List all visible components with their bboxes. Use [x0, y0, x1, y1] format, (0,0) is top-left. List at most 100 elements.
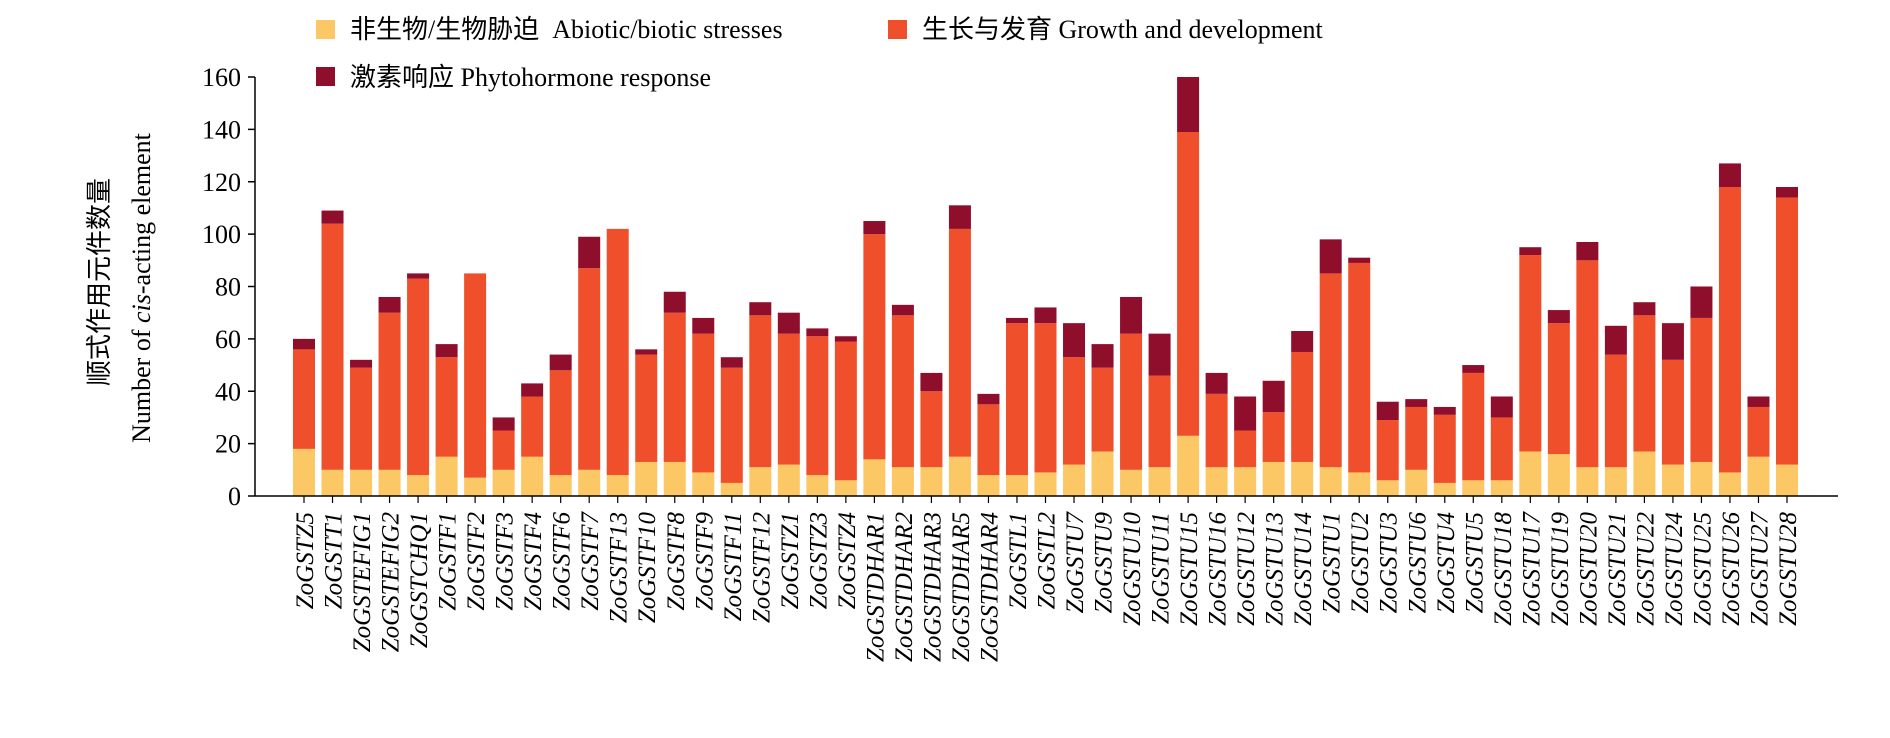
x-tick-label-ZoGSTF7: ZoGSTF7 [577, 511, 604, 611]
bar-stack-ZoGSTU16 [1205, 372, 1228, 496]
bar-stack-ZoGSTF10 [635, 349, 658, 496]
bar-growth-ZoGSTDHAR2 [891, 315, 914, 468]
bar-abiotic-ZoGSTF13 [606, 475, 629, 496]
legend-label-phytohormone: 激素响应 Phytohormone response [350, 63, 711, 92]
bar-growth-ZoGSTU13 [1262, 412, 1285, 462]
bar-stack-ZoGSTU13 [1262, 380, 1285, 496]
bar-abiotic-ZoGSTF11 [720, 482, 743, 496]
bar-abiotic-ZoGSTDHAR3 [920, 467, 943, 496]
y-tick-label: 120 [202, 168, 241, 197]
x-tick-label-ZoGSTU2: ZoGSTU2 [1347, 512, 1374, 613]
bar-growth-ZoGSTU18 [1490, 417, 1513, 481]
x-tick-label-ZoGSTCHQ1: ZoGSTCHQ1 [406, 512, 433, 648]
bar-abiotic-ZoGSTL1 [1005, 475, 1028, 496]
bar-phytohormone-ZoGSTU6 [1405, 399, 1428, 407]
bar-growth-ZoGSTU4 [1433, 414, 1456, 483]
x-tick-label-ZoGSTDHAR1: ZoGSTDHAR1 [862, 512, 889, 662]
bar-stack-ZoGSTU14 [1291, 331, 1314, 496]
y-tick-label: 160 [202, 63, 241, 92]
bar-stack-ZoGSTU5 [1462, 365, 1485, 496]
bar-abiotic-ZoGSTU13 [1262, 461, 1285, 496]
bar-growth-ZoGSTU22 [1633, 315, 1656, 452]
bar-growth-ZoGSTL2 [1034, 323, 1057, 473]
bar-growth-ZoGSTDHAR3 [920, 391, 943, 468]
x-tick-label-ZoGSTL2: ZoGSTL2 [1034, 512, 1061, 609]
bar-abiotic-ZoGSTU5 [1462, 480, 1485, 496]
x-tick-label-ZoGSTDHAR5: ZoGSTDHAR5 [948, 512, 975, 662]
bar-stack-ZoGSTU22 [1633, 302, 1656, 496]
y-tick-label: 20 [215, 430, 241, 459]
x-tick-label-ZoGSTEFIG1: ZoGSTEFIG1 [349, 512, 376, 652]
bar-abiotic-ZoGSTF1 [435, 456, 458, 496]
bar-stack-ZoGSTF8 [663, 291, 686, 496]
bar-stack-ZoGSTEFIG1 [350, 359, 373, 496]
bar-stack-ZoGSTDHAR2 [891, 304, 914, 496]
bar-phytohormone-ZoGSTCHQ1 [407, 273, 430, 279]
bar-stack-ZoGSTU24 [1661, 323, 1684, 496]
bar-phytohormone-ZoGSTU24 [1661, 323, 1684, 360]
bar-stack-ZoGSTU4 [1433, 406, 1456, 496]
bar-growth-ZoGSTU6 [1405, 406, 1428, 470]
x-tick-label-ZoGSTZ5: ZoGSTZ5 [292, 512, 319, 609]
x-axis: ZoGSTZ5 ZoGSTT1 ZoGSTEFIG1 ZoGSTEFIG2 ZoGSTC… [255, 495, 1838, 662]
bar-growth-ZoGSTDHAR5 [948, 228, 971, 457]
bar-abiotic-ZoGSTF6 [549, 475, 572, 496]
bar-stack-ZoGSTF3 [492, 417, 515, 496]
bar-growth-ZoGSTF12 [749, 315, 772, 468]
bar-abiotic-ZoGSTU17 [1519, 451, 1542, 496]
x-tick-label-ZoGSTU25: ZoGSTU25 [1689, 512, 1716, 626]
bar-growth-ZoGSTU1 [1319, 273, 1342, 468]
bar-stack-ZoGSTF4 [521, 383, 544, 496]
x-tick-label-ZoGSTF2: ZoGSTF2 [463, 512, 490, 611]
bar-growth-ZoGSTU5 [1462, 372, 1485, 481]
x-tick-label-ZoGSTU11: ZoGSTU11 [1148, 512, 1175, 624]
bar-phytohormone-ZoGSTZ5 [293, 338, 315, 350]
bar-abiotic-ZoGSTF4 [521, 456, 544, 496]
bar-abiotic-ZoGSTU9 [1091, 451, 1114, 496]
x-tick-label-ZoGSTF6: ZoGSTF6 [549, 512, 576, 611]
bar-abiotic-ZoGSTU11 [1148, 467, 1171, 496]
bar-stack-ZoGSTU27 [1747, 396, 1770, 496]
bar-phytohormone-ZoGSTU14 [1291, 331, 1314, 352]
bar-phytohormone-ZoGSTDHAR2 [891, 304, 914, 316]
bar-growth-ZoGSTU15 [1177, 131, 1200, 436]
bar-abiotic-ZoGSTU27 [1747, 456, 1770, 496]
bar-abiotic-ZoGSTF7 [578, 469, 601, 496]
bar-phytohormone-ZoGSTL1 [1005, 317, 1028, 324]
x-tick-label-ZoGSTU15: ZoGSTU15 [1176, 512, 1203, 626]
x-tick-label-ZoGSTU9: ZoGSTU9 [1091, 512, 1118, 614]
bar-stack-ZoGSTU3 [1376, 401, 1399, 496]
x-tick-label-ZoGSTU10: ZoGSTU10 [1119, 512, 1146, 626]
bar-stack-ZoGSTF7 [578, 236, 601, 496]
bar-phytohormone-ZoGSTF8 [663, 291, 686, 313]
bar-growth-ZoGSTU19 [1547, 323, 1570, 455]
bar-growth-ZoGSTF8 [663, 312, 686, 462]
bar-stack-ZoGSTZ5 [293, 338, 315, 496]
bar-stack-ZoGSTU18 [1490, 396, 1513, 496]
bar-abiotic-ZoGSTF3 [492, 469, 515, 496]
bar-growth-ZoGSTU2 [1348, 262, 1371, 473]
bar-phytohormone-ZoGSTU21 [1604, 325, 1627, 355]
bar-phytohormone-ZoGSTU22 [1633, 302, 1656, 316]
bar-phytohormone-ZoGSTU27 [1747, 396, 1770, 407]
bar-growth-ZoGSTF11 [720, 367, 743, 483]
bar-abiotic-ZoGSTDHAR2 [891, 467, 914, 496]
x-tick-label-ZoGSTU14: ZoGSTU14 [1290, 512, 1317, 626]
x-tick-label-ZoGSTDHAR4: ZoGSTDHAR4 [976, 512, 1003, 662]
bar-phytohormone-ZoGSTL2 [1034, 307, 1057, 324]
bar-stack-ZoGSTEFIG2 [378, 296, 401, 496]
x-tick-label-ZoGSTF3: ZoGSTF3 [492, 512, 519, 611]
bar-abiotic-ZoGSTDHAR4 [977, 475, 1000, 496]
bar-phytohormone-ZoGSTU15 [1177, 77, 1200, 132]
x-tick-label-ZoGSTU5: ZoGSTU5 [1461, 512, 1488, 613]
bar-phytohormone-ZoGSTF10 [635, 349, 658, 355]
bar-growth-ZoGSTL1 [1005, 323, 1028, 476]
legend-swatch-growth [888, 20, 907, 39]
y-axis-title: 顺式作用元件数量 Number of cis-acting element [85, 132, 156, 443]
bar-growth-ZoGSTU3 [1376, 420, 1399, 481]
y-tick-label: 140 [202, 115, 241, 144]
bar-phytohormone-ZoGSTU4 [1433, 406, 1456, 415]
bar-abiotic-ZoGSTEFIG2 [378, 469, 401, 496]
bar-growth-ZoGSTZ4 [834, 341, 857, 481]
